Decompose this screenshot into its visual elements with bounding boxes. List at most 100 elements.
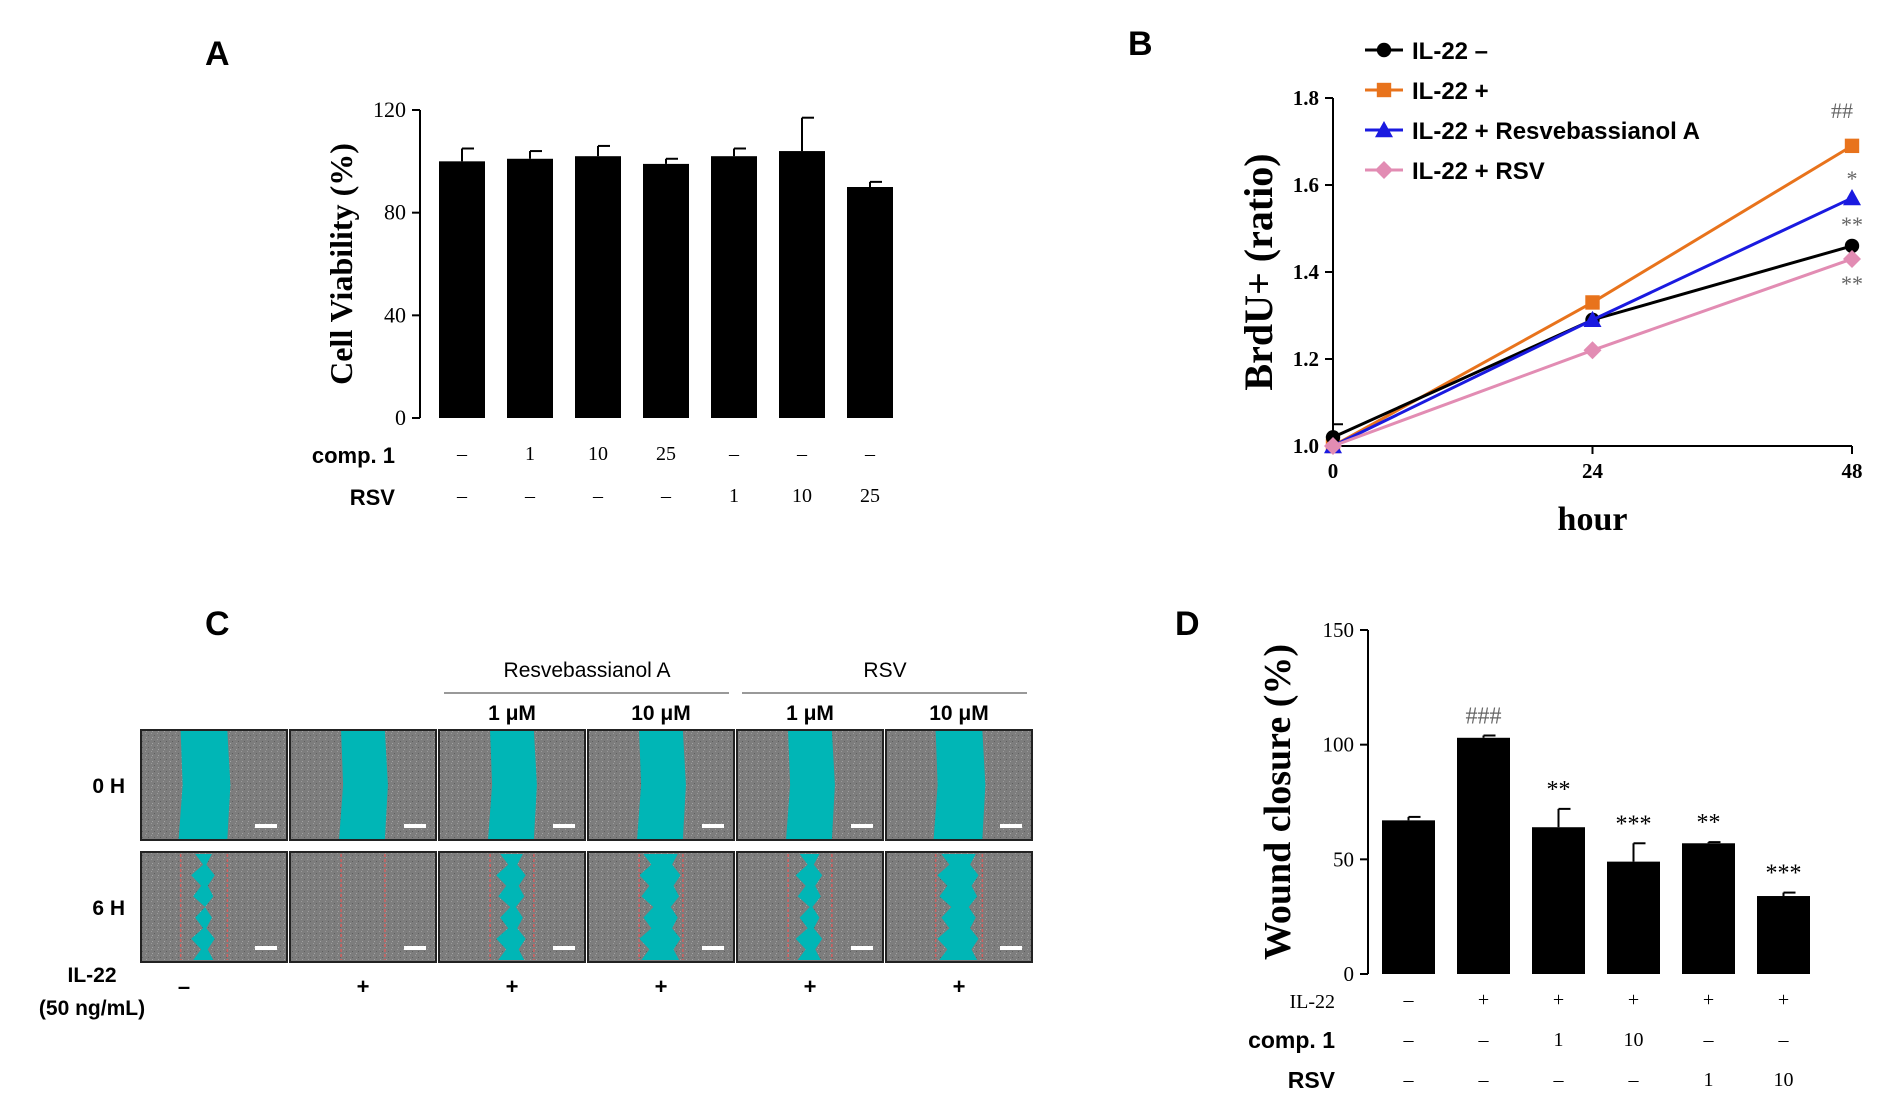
- ytick-label-a: 0: [395, 405, 406, 430]
- panel-d-bar-chart: 0 50 100 150 Wound closure (%) – – – ### + – – ** +1 –…: [1248, 618, 1810, 1093]
- wound-area-0h: [637, 731, 686, 839]
- scale-bar-6h: [702, 946, 724, 950]
- scale-bar-6h: [851, 946, 873, 950]
- row-value-a: –: [456, 485, 468, 507]
- wound-area-6h: [639, 854, 681, 960]
- marker-triangle: [1375, 121, 1393, 138]
- scale-bar-0h: [255, 824, 277, 828]
- row-value-a: –: [660, 485, 672, 507]
- row-value-d: +: [1553, 989, 1564, 1011]
- panel-b-letter: B: [1128, 25, 1153, 63]
- panel-c-wound-images: Resvebassianol A RSV 1 μM 10 μM 1 μM 10 μM 0 H…: [39, 659, 1033, 1020]
- scale-bar-0h: [702, 824, 724, 828]
- row-value-d: +: [1478, 989, 1489, 1011]
- legend-label-b: IL-22 +: [1412, 78, 1489, 105]
- marker-square: [1376, 82, 1392, 98]
- scale-bar-0h: [1000, 824, 1022, 828]
- marker-triangle: [1583, 310, 1602, 328]
- wound-area-0h: [178, 731, 231, 839]
- xtick-label-b: 24: [1582, 459, 1604, 483]
- il22-sign-c: +: [357, 974, 370, 999]
- ylabel-d: Wound closure (%): [1257, 644, 1299, 960]
- row-value-a: –: [728, 443, 740, 465]
- wound-area-0h: [339, 731, 388, 839]
- row-value-a: 10: [588, 443, 608, 465]
- ylabel-b: BrdU+ (ratio): [1236, 153, 1281, 390]
- xtick-label-b: 0: [1328, 459, 1339, 483]
- row-value-a: 10: [792, 485, 812, 507]
- panel-b-line-chart: 1.0 1.2 1.4 1.6 1.8 0 24 48 hour BrdU+ (ratio) ## *…: [1236, 38, 1863, 538]
- bar-d: [1607, 861, 1660, 974]
- row-value-d: –: [1403, 1069, 1415, 1091]
- row-value-d: –: [1628, 1069, 1640, 1091]
- wound-area-6h: [496, 854, 526, 960]
- il22-sign-c: +: [953, 974, 966, 999]
- bar-a: [439, 161, 485, 419]
- row-value-a: –: [864, 443, 876, 465]
- annotation-d: ***: [1616, 811, 1652, 837]
- il22-label-c: IL-22: [67, 964, 116, 987]
- row-value-d: 10: [1774, 1069, 1794, 1091]
- il22-sign-c: +: [804, 974, 817, 999]
- scale-bar-0h: [553, 824, 575, 828]
- bar-a: [507, 158, 553, 418]
- marker-diamond: [1583, 341, 1602, 360]
- scale-bar-0h: [404, 824, 426, 828]
- row-value-d: +: [1778, 989, 1789, 1011]
- row-value-d: –: [1553, 1069, 1565, 1091]
- il22-sign-c: +: [655, 974, 668, 999]
- annotation-b: **: [1841, 212, 1863, 237]
- row-value-d: +: [1703, 989, 1714, 1011]
- ylabel-a: Cell Viability (%): [323, 143, 359, 385]
- ytick-label-a: 120: [373, 97, 406, 122]
- il22-unit-c: (50 ng/mL): [39, 997, 145, 1020]
- row-value-d: 10: [1624, 1029, 1644, 1051]
- marker-triangle: [1843, 189, 1861, 206]
- marker-diamond: [1843, 249, 1861, 268]
- marker-diamond: [1324, 437, 1342, 455]
- ytick-label-b: 1.4: [1293, 260, 1320, 284]
- row-label-c: 6 H: [92, 897, 125, 920]
- row-label-d: RSV: [1288, 1067, 1336, 1093]
- row-label-a: RSV: [350, 485, 396, 510]
- wound-area-0h: [488, 731, 537, 839]
- annotation-b: ##: [1831, 98, 1853, 123]
- concentration-label: 1 μM: [786, 702, 834, 725]
- bar-a: [779, 151, 825, 419]
- ytick-label-a: 80: [384, 200, 406, 225]
- group-label-rsv: RSV: [863, 659, 906, 682]
- wound-area-0h: [786, 731, 835, 839]
- wound-area-6h: [191, 854, 215, 960]
- annotation-d: ***: [1766, 861, 1802, 887]
- bar-d: [1532, 827, 1585, 974]
- micrograph-6h: [289, 851, 437, 963]
- panel-a-bar-chart: 0 40 80 120 Cell Viability (%) – – 1 – 10 – 25 – – 1 – 1…: [312, 97, 893, 510]
- row-value-d: –: [1478, 1029, 1490, 1051]
- legend-label-b: IL-22 + Resvebassianol A: [1412, 118, 1700, 145]
- ytick-label-b: 1.2: [1293, 347, 1319, 371]
- panel-c-letter: C: [205, 605, 230, 643]
- il22-sign-c: +: [506, 974, 519, 999]
- row-label-d: IL-22: [1289, 991, 1335, 1013]
- row-value-a: –: [592, 485, 604, 507]
- legend-label-b: IL-22 –: [1412, 38, 1488, 65]
- row-value-a: 25: [860, 485, 880, 507]
- panel-d-letter: D: [1175, 605, 1200, 643]
- marker-circle: [1844, 238, 1860, 254]
- ytick-label-b: 1.6: [1293, 173, 1319, 197]
- legend-label-b: IL-22 + RSV: [1412, 158, 1545, 185]
- row-label-a: comp. 1: [312, 443, 395, 468]
- concentration-label: 1 μM: [488, 702, 536, 725]
- bar-a: [847, 187, 893, 418]
- row-value-d: –: [1478, 1069, 1490, 1091]
- concentration-label: 10 μM: [929, 702, 989, 725]
- annotation-d: **: [1547, 777, 1571, 803]
- il22-sign-c: –: [178, 974, 190, 999]
- row-value-d: 1: [1704, 1069, 1714, 1091]
- wound-area-0h: [933, 731, 986, 839]
- row-value-a: 1: [729, 485, 739, 507]
- scale-bar-6h: [553, 946, 575, 950]
- bar-d: [1457, 737, 1510, 974]
- bar-a: [575, 156, 621, 418]
